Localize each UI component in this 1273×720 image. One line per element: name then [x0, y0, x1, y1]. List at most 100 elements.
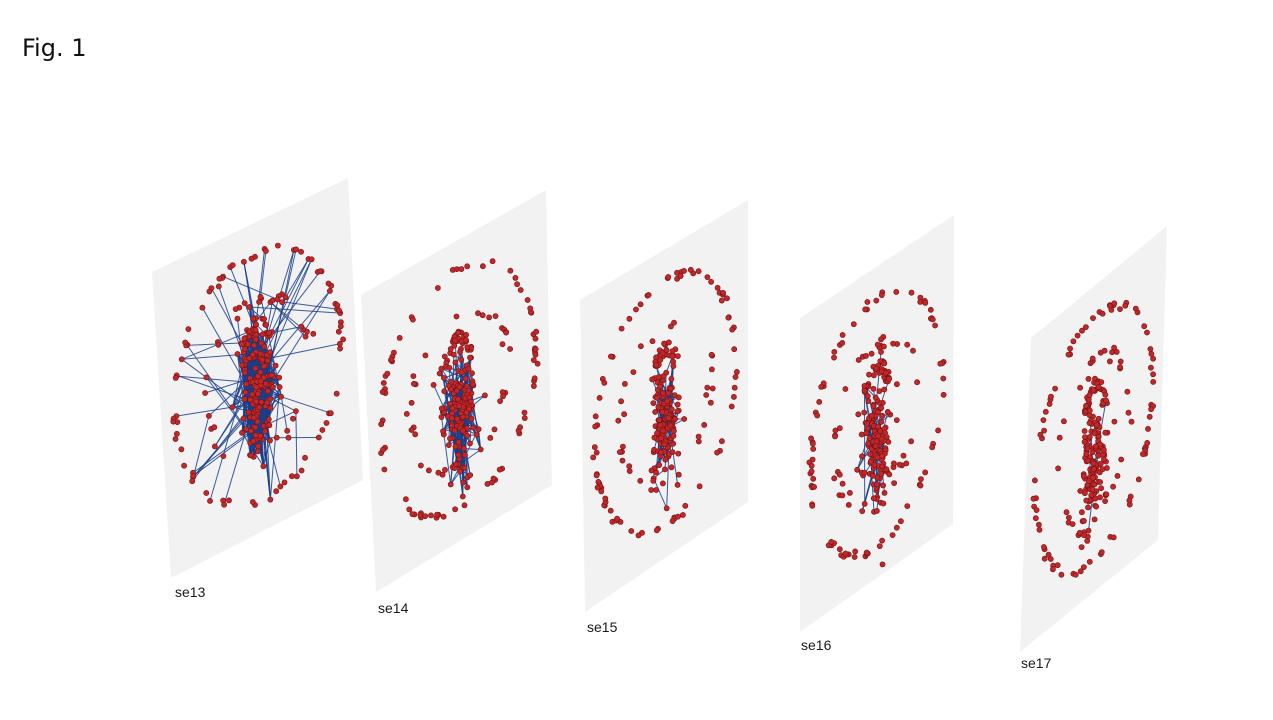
network-node: [861, 500, 868, 507]
network-node: [620, 443, 626, 450]
network-node: [178, 356, 185, 363]
network-node: [517, 424, 523, 431]
network-node: [1111, 418, 1118, 425]
network-node: [847, 489, 853, 496]
network-node: [178, 446, 185, 453]
network-node: [1061, 418, 1067, 425]
network-node: [267, 405, 274, 411]
network-node: [458, 266, 465, 272]
network-node: [729, 326, 736, 333]
network-node: [449, 422, 455, 429]
network-node: [866, 371, 872, 378]
network-node: [340, 336, 346, 343]
network-node: [667, 422, 674, 429]
network-node: [251, 342, 257, 349]
network-node: [704, 274, 711, 280]
network-node: [1092, 495, 1099, 502]
network-node: [660, 390, 667, 396]
node-group: [806, 288, 947, 568]
network-node: [452, 506, 458, 513]
network-node: [288, 473, 295, 480]
network-node: [662, 466, 668, 473]
network-node: [922, 299, 929, 306]
network-edge: [270, 301, 306, 337]
network-edge: [280, 396, 331, 414]
network-node: [1067, 345, 1073, 352]
network-node: [189, 478, 196, 485]
network-node: [649, 338, 656, 345]
network-node: [607, 507, 614, 514]
network-node: [181, 462, 187, 469]
network-node: [259, 331, 266, 338]
network-node: [533, 328, 540, 335]
network-node: [441, 388, 448, 395]
network-node: [675, 471, 682, 478]
network-node: [865, 398, 872, 404]
network-node: [252, 327, 259, 333]
network-node: [532, 351, 539, 358]
network-node: [447, 400, 454, 407]
network-node: [874, 341, 881, 348]
network-node: [731, 346, 738, 353]
network-node: [1086, 392, 1093, 399]
network-node: [1090, 474, 1096, 481]
network-node: [1091, 430, 1098, 437]
network-node: [719, 438, 725, 445]
network-node: [254, 448, 261, 455]
network-node: [229, 404, 236, 410]
network-node: [435, 469, 442, 476]
network-node: [675, 394, 682, 401]
network-node: [272, 362, 279, 369]
network-node: [1084, 538, 1091, 544]
network-node: [500, 393, 506, 400]
network-node: [881, 489, 888, 496]
network-node: [1080, 473, 1087, 480]
network-node: [438, 365, 445, 372]
network-node: [277, 483, 284, 490]
network-node: [695, 268, 702, 275]
network-node: [637, 301, 644, 308]
network-node: [507, 267, 514, 274]
network-node: [893, 524, 900, 531]
network-node: [1054, 562, 1061, 569]
network-node: [671, 319, 677, 326]
network-node: [336, 307, 342, 314]
network-node: [622, 380, 628, 387]
network-node: [326, 287, 333, 294]
network-node: [896, 461, 903, 468]
network-node: [274, 242, 281, 249]
network-node: [638, 343, 644, 350]
network-node: [832, 427, 839, 434]
network-node: [1111, 300, 1118, 307]
network-node: [452, 359, 459, 366]
network-node: [596, 394, 603, 401]
network-node: [449, 405, 456, 412]
network-node: [517, 287, 524, 293]
network-node: [262, 380, 269, 387]
layers-root: se13 se14 se15 se16 se17: [152, 178, 1167, 671]
network-node: [462, 452, 468, 458]
network-node: [594, 484, 601, 491]
network-node: [601, 379, 608, 386]
network-node: [859, 508, 866, 514]
network-node: [409, 316, 416, 323]
network-node: [463, 383, 470, 389]
network-node: [285, 434, 292, 441]
network-node: [1108, 306, 1115, 313]
network-node: [1128, 418, 1135, 425]
network-node: [170, 418, 177, 425]
layer-se16: se16: [800, 215, 954, 653]
network-node: [473, 431, 480, 438]
network-node: [422, 513, 429, 519]
network-node: [874, 454, 881, 461]
network-node: [261, 363, 267, 370]
network-node: [870, 385, 877, 392]
network-node: [1085, 457, 1091, 464]
network-node: [1033, 507, 1040, 513]
network-node: [731, 384, 738, 391]
network-node: [1079, 327, 1085, 334]
network-node: [861, 382, 868, 389]
network-node: [417, 462, 424, 469]
network-node: [1109, 349, 1115, 356]
network-node: [681, 267, 687, 274]
